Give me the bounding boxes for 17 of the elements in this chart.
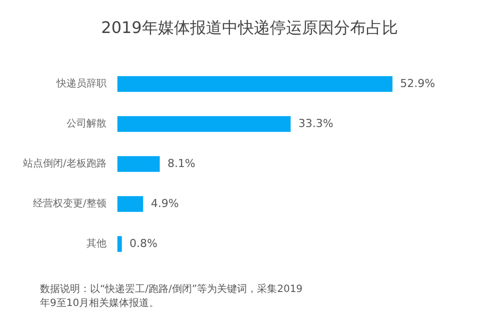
- y-tick-label: 经营权变更/整顿: [32, 198, 106, 210]
- text: 数据说明：以“快递罢工/跑路/倒闭”等为关键词，采集2019年9至10月相关媒体报道。: [40, 283, 304, 311]
- data-label: 33.3%: [298, 116, 334, 130]
- data-label: 4.9%: [150, 196, 179, 210]
- data-label: 52.9%: [400, 76, 436, 90]
- y-tick-label: 站点倒闭/老板跑路: [22, 158, 106, 170]
- y-tick-label: 公司解散: [66, 118, 106, 130]
- y-tick-label: 其他: [86, 238, 106, 250]
- bar: [117, 156, 160, 172]
- bar: [117, 116, 291, 132]
- chart-title: 2019年媒体报道中快递停运原因分布占比: [100, 18, 399, 39]
- bar: [117, 76, 392, 92]
- bar: [117, 196, 144, 212]
- data-label: 8.1%: [167, 156, 196, 170]
- data-label: 0.8%: [130, 236, 158, 250]
- bar: [117, 236, 122, 252]
- y-tick-label: 快递员辞职: [55, 78, 106, 90]
